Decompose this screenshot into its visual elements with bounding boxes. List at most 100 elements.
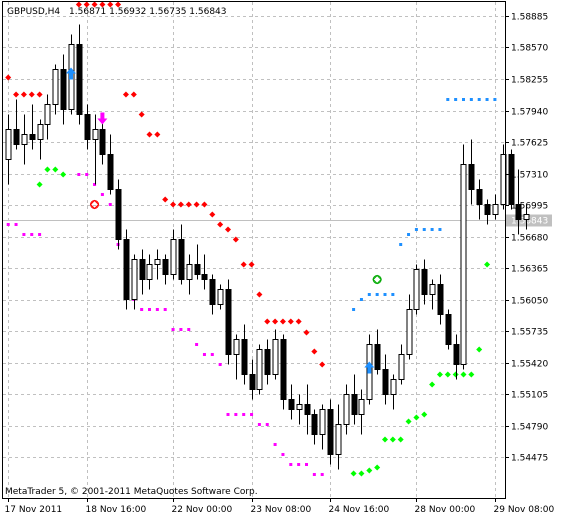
candle-body-up[interactable] [218,290,223,305]
y-tick-label: 1.56365 [511,265,548,275]
candle-body-down[interactable] [305,405,310,415]
candle-body-down[interactable] [281,340,286,400]
magenta-dot [109,203,112,206]
candle-body-down[interactable] [124,240,129,300]
magenta-dot [219,363,222,366]
blue-dot [438,228,441,231]
candle-body-down[interactable] [116,190,121,240]
blue-dot [493,98,496,101]
candle-body-up[interactable] [414,270,419,310]
x-tick-label: 23 Nov 08:00 [251,505,312,515]
price-scale: 1.588851.585701.582551.579401.576251.573… [505,13,548,464]
blue-dot [415,228,418,231]
candle-body-up[interactable] [38,125,43,140]
symbol-label: GBPUSD,H4 [7,7,60,17]
candle-body-up[interactable] [132,260,137,300]
candle-body-up[interactable] [273,340,278,375]
candle-body-up[interactable] [344,395,349,425]
candle-body-up[interactable] [524,215,529,220]
x-tick-label: 18 Nov 16:00 [86,505,147,515]
candle-body-up[interactable] [171,240,176,275]
candle-body-up[interactable] [407,310,412,355]
candle-body-up[interactable] [155,260,160,265]
candle-body-up[interactable] [461,165,466,365]
candle-body-down[interactable] [438,285,443,315]
candle-body-down[interactable] [454,345,459,365]
candle-body-down[interactable] [242,340,247,375]
candle-body-down[interactable] [195,265,200,275]
candle-body-down[interactable] [14,130,19,145]
candle-body-down[interactable] [469,165,474,190]
y-tick-label: 1.56680 [511,234,548,244]
candle-body-down[interactable] [100,130,105,155]
x-tick-label: 29 Nov 08:00 [494,505,555,515]
candle-body-down[interactable] [179,240,184,280]
candle-body-down[interactable] [446,315,451,345]
magenta-dot [156,308,159,311]
magenta-dot [274,443,277,446]
blue-dot [368,293,371,296]
candle-body-up[interactable] [493,205,498,215]
candle-body-down[interactable] [140,260,145,280]
candle-body-down[interactable] [328,410,333,455]
candle-body-down[interactable] [265,350,270,375]
candle-body-down[interactable] [422,270,427,295]
y-tick-label: 1.58570 [511,44,548,54]
blue-dot [470,98,473,101]
candle-body-up[interactable] [297,405,302,410]
candle-body-up[interactable] [399,355,404,380]
candle-body-up[interactable] [430,285,435,295]
candle-body-up[interactable] [320,410,325,435]
magenta-dot [266,423,269,426]
x-tick-label: 22 Nov 00:00 [172,505,233,515]
candle-body-down[interactable] [30,135,35,140]
ohlc-label: 1.56871 1.56932 1.56735 1.56843 [69,7,226,17]
candle-body-down[interactable] [85,115,90,140]
magenta-dot [227,413,230,416]
blue-dot [360,298,363,301]
candle-body-down[interactable] [108,155,113,190]
candle-body-up[interactable] [336,425,341,455]
candle-body-up[interactable] [187,265,192,280]
candle-body-up[interactable] [257,350,262,390]
candle-body-up[interactable] [234,340,239,355]
magenta-dot [313,473,316,476]
x-tick-label: 28 Nov 00:00 [415,505,476,515]
candle-body-up[interactable] [391,380,396,395]
candle-body-down[interactable] [202,275,207,280]
y-tick-label: 1.57940 [511,108,548,118]
magenta-dot [164,308,167,311]
candle-body-down[interactable] [485,205,490,215]
candle-body-down[interactable] [226,290,231,355]
candle-body-down[interactable] [163,260,168,275]
candle-body-down[interactable] [477,190,482,205]
magenta-dot [101,193,104,196]
candle-body-up[interactable] [45,105,50,125]
candle-body-down[interactable] [250,375,255,390]
candle-body-up[interactable] [147,265,152,280]
candle-body-up[interactable] [22,135,27,145]
candle-body-down[interactable] [383,370,388,395]
candle-body-up[interactable] [53,70,58,105]
candle-body-up[interactable] [359,400,364,415]
blue-dot [376,293,379,296]
magenta-dot [321,473,324,476]
blue-dot [423,228,426,231]
candle-body-down[interactable] [210,280,215,305]
candle-body-down[interactable] [375,345,380,370]
magenta-dot [289,463,292,466]
candle-body-down[interactable] [77,45,82,115]
candle-body-down[interactable] [352,395,357,415]
candle-body-down[interactable] [61,70,66,110]
magenta-dot [22,233,25,236]
magenta-dot [250,413,253,416]
candle-body-down[interactable] [312,415,317,435]
candle-body-up[interactable] [93,130,98,140]
blue-dot [407,233,410,236]
y-tick-label: 1.58885 [511,13,548,23]
candle-body-up[interactable] [6,130,11,160]
candle-body-down[interactable] [289,400,294,410]
magenta-dot [15,223,18,226]
